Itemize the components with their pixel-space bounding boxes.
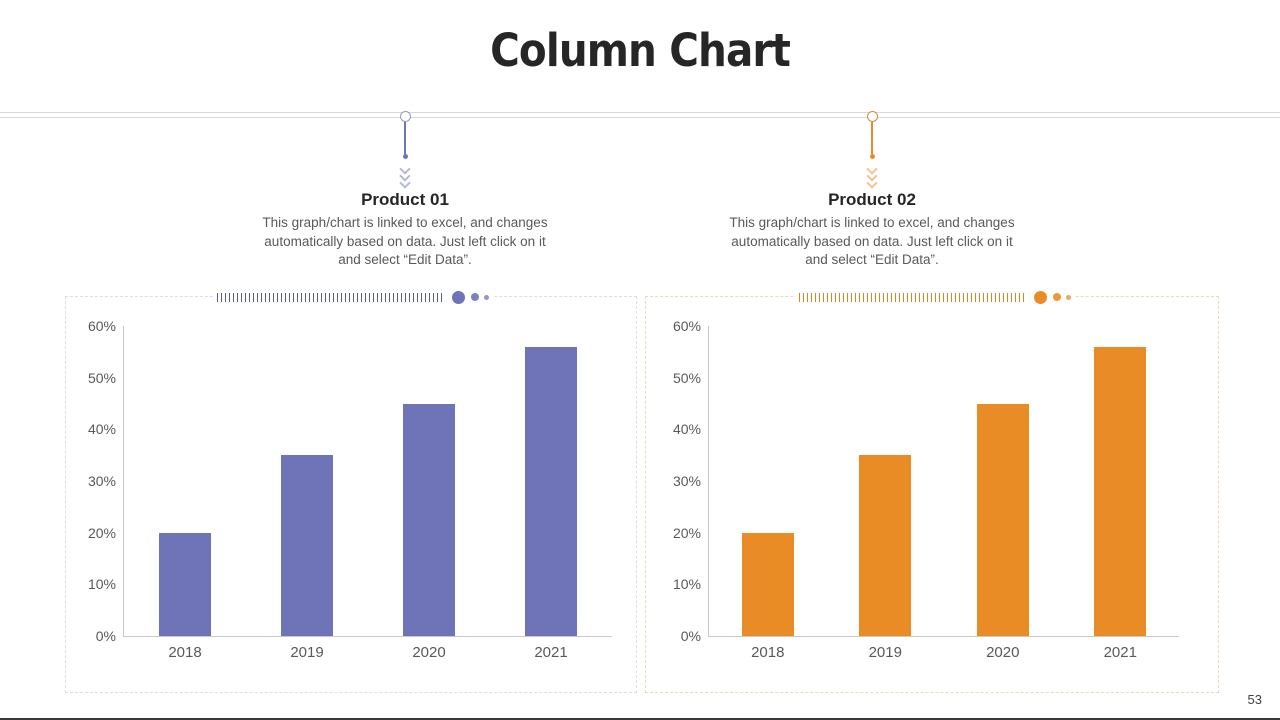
dot-icon [402,154,408,159]
page-number: 53 [1247,692,1262,707]
page-title: Column Chart [490,24,791,77]
x-axis-tick-label: 2021 [534,644,568,661]
product-02-chart[interactable]: 0% 10% 20% 30% 40% 50% 60% 2018 2019 2020 2021 [645,296,1219,693]
ring-icon [399,111,411,122]
connector-line [871,122,873,154]
dot-icon [1066,294,1071,300]
product-01-description: This graph/chart is linked to excel, and… [262,215,548,267]
bar-2019 [859,455,912,636]
bar-2021 [525,346,577,636]
dot-icon [452,290,465,304]
bars-group: 2018 2019 2020 2021 [709,326,1180,661]
tick-strip-decoration [213,290,493,304]
product-02-plot-area: 0% 10% 20% 30% 40% 50% 60% 2018 2019 2020 2021 [673,318,1180,661]
bar-2019 [281,455,333,636]
y-axis-tick-label: 20% [672,524,701,541]
product-01-block: Product 01 This graph/chart is linked to… [260,190,550,270]
y-axis-tick-label: 60% [87,318,116,334]
y-axis-tick-label: 40% [672,421,701,438]
bar-slot: 2021 [1062,326,1180,661]
y-axis-tick-label: 10% [87,576,116,593]
bar-2018 [741,532,794,636]
bars-group: 2018 2019 2020 2021 [124,326,612,661]
y-axis-tick-label: 0% [680,628,701,644]
dot-icon [1034,290,1047,304]
bar-slot: 2021 [490,326,612,661]
y-axis-tick-label: 50% [672,369,701,386]
product-02-connector [866,111,878,189]
y-axis-tick-label: 30% [672,473,701,489]
y-axis-tick-label: 50% [87,369,116,386]
tick-marks-icon [799,292,1024,302]
y-axis-tick-label: 40% [87,421,116,438]
bar-slot: 2019 [827,326,945,661]
x-axis-tick-label: 2018 [751,644,785,661]
y-axis-tick-label: 10% [672,576,701,593]
y-axis-tick-label: 20% [87,524,116,541]
bar-slot: 2018 [709,326,827,661]
header-divider [0,112,1280,118]
product-01-connector [399,111,411,189]
dot-icon [869,154,875,159]
tick-strip-decoration [795,290,1075,304]
x-axis-tick-label: 2018 [168,644,202,661]
bar-slot: 2020 [368,326,490,661]
bar-slot: 2019 [246,326,368,661]
x-axis-tick-label: 2019 [868,644,902,661]
ring-icon [866,111,878,122]
dot-icon [1053,293,1061,301]
chevron-down-icon [399,163,411,189]
product-02-title: Product 02 [828,190,916,209]
x-axis-tick-label: 2021 [1103,644,1137,661]
bar-2021 [1094,346,1147,636]
product-02-description: This graph/chart is linked to excel, and… [729,215,1015,267]
chevron-down-icon [866,163,878,189]
dot-icon [484,294,489,300]
product-01-chart[interactable]: 0% 10% 20% 30% 40% 50% 60% 2018 2019 2020 2021 [65,296,637,693]
bar-slot: 2018 [124,326,246,661]
product-01-title: Product 01 [361,190,449,209]
dot-icon [471,293,479,301]
bar-2020 [403,403,455,636]
y-axis-tick-label: 30% [87,473,116,489]
bar-slot: 2020 [944,326,1062,661]
y-axis-tick-label: 60% [672,318,701,334]
connector-line [404,122,406,154]
x-axis-tick-label: 2020 [986,644,1020,661]
x-axis-tick-label: 2020 [412,644,446,661]
y-axis-tick-label: 0% [95,628,116,644]
product-01-plot-area: 0% 10% 20% 30% 40% 50% 60% 2018 2019 2020 2021 [88,318,612,661]
product-02-block: Product 02 This graph/chart is linked to… [727,190,1017,270]
x-axis-tick-label: 2019 [290,644,324,661]
tick-marks-icon [217,292,442,302]
slide-bottom-border [0,718,1280,720]
bar-2018 [159,532,211,636]
bar-2020 [976,403,1029,636]
